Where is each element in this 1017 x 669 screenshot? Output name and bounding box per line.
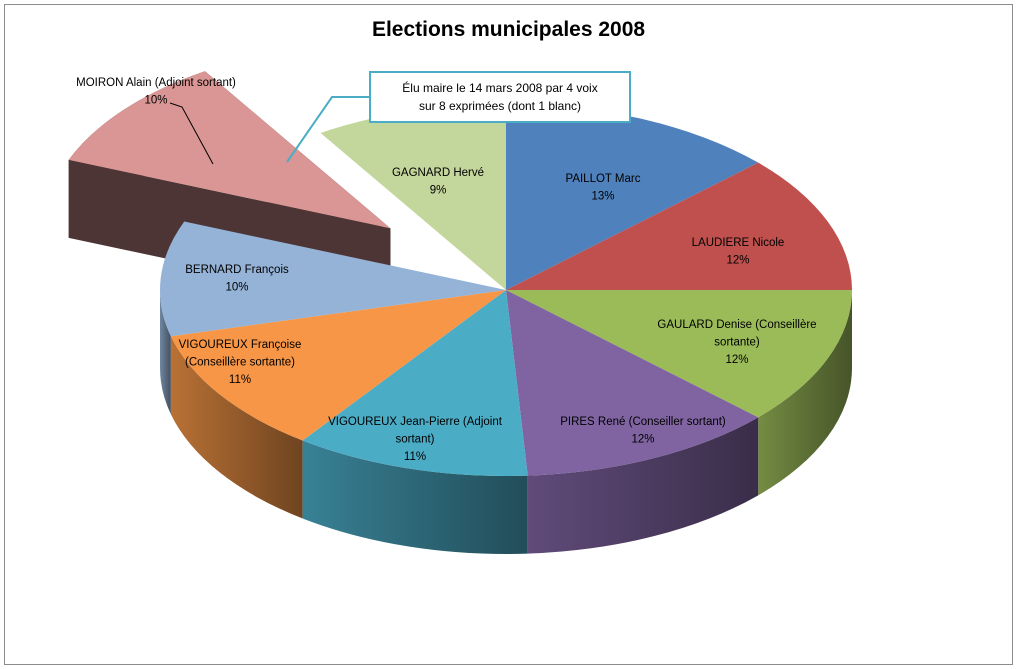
slice-name-line: BERNARD François bbox=[185, 264, 289, 276]
slice-name-line: LAUDIERE Nicole bbox=[692, 237, 785, 249]
slice-side-2 bbox=[758, 290, 852, 496]
slice-side-6 bbox=[160, 290, 171, 415]
slice-label-0: PAILLOT Marc 13% bbox=[566, 173, 641, 203]
annotation-line-1: Élu maire le 14 mars 2008 par 4 voix bbox=[402, 81, 598, 95]
slice-label-8: GAGNARD Hervé 9% bbox=[392, 167, 484, 197]
slice-name-line: PIRES René (Conseiller sortant) bbox=[560, 416, 726, 428]
annotation-line-2: sur 8 exprimées (dont 1 blanc) bbox=[418, 99, 582, 113]
pie-slice-1 bbox=[506, 162, 852, 290]
slice-percent: 12% bbox=[726, 255, 749, 267]
slice-label-4: VIGOUREUX Jean-Pierre (Adjoint sortant) 11… bbox=[328, 416, 503, 463]
slice-side-4 bbox=[302, 440, 528, 555]
slice-percent: 13% bbox=[591, 191, 614, 203]
slice-name-line: (Conseillère sortante) bbox=[185, 357, 295, 369]
slice-side-5 bbox=[170, 336, 303, 519]
slice-name-line: MOIRON Alain (Adjoint sortant) bbox=[76, 77, 236, 89]
pie-slice-6 bbox=[160, 221, 507, 337]
slice-name-line: VIGOUREUX Françoise bbox=[179, 339, 302, 351]
pie-slice-8 bbox=[320, 104, 506, 290]
slice-percent: 12% bbox=[631, 434, 654, 446]
slice-name-line: VIGOUREUX Jean-Pierre (Adjoint bbox=[328, 416, 503, 428]
pie-slice-0 bbox=[506, 104, 759, 290]
slice-label-6: BERNARD François 10% bbox=[185, 264, 289, 294]
slice-percent: 11% bbox=[229, 374, 251, 386]
slice-name-line: GAGNARD Hervé bbox=[392, 167, 484, 179]
slice-label-7: MOIRON Alain (Adjoint sortant) 10% bbox=[76, 77, 236, 107]
pie-slice-4 bbox=[302, 290, 528, 476]
slice-percent: 10% bbox=[225, 282, 248, 294]
pie-slice-3 bbox=[506, 290, 759, 476]
slice-name-line: sortante) bbox=[714, 337, 760, 349]
pie-slice-2 bbox=[506, 290, 852, 418]
slice-name-line: PAILLOT Marc bbox=[566, 173, 641, 185]
callout-pointer bbox=[286, 96, 370, 163]
slice-percent: 10% bbox=[144, 95, 167, 107]
slice-percent: 12% bbox=[725, 354, 748, 366]
slice-label-3: PIRES René (Conseiller sortant) 12% bbox=[560, 416, 726, 446]
slice-name-line: sortant) bbox=[396, 434, 435, 446]
slice-name-line: GAULARD Denise (Conseillère bbox=[657, 319, 816, 331]
slice-side-3 bbox=[527, 417, 759, 554]
slice-percent: 9% bbox=[430, 185, 447, 197]
pie-slice-7 bbox=[68, 71, 391, 229]
slice-label-2: GAULARD Denise (Conseillère sortante) 12% bbox=[657, 319, 816, 366]
slice-label-1: LAUDIERE Nicole 12% bbox=[692, 237, 785, 267]
label-leader-line bbox=[169, 102, 214, 165]
slice-label-5: VIGOUREUX Françoise (Conseillère sortante… bbox=[179, 339, 302, 386]
slice-percent: 11% bbox=[404, 451, 426, 463]
pie-slice-5 bbox=[170, 290, 506, 441]
annotation-callout: Élu maire le 14 mars 2008 par 4 voix sur… bbox=[369, 71, 631, 123]
chart-title: Elections municipales 2008 bbox=[371, 18, 646, 41]
